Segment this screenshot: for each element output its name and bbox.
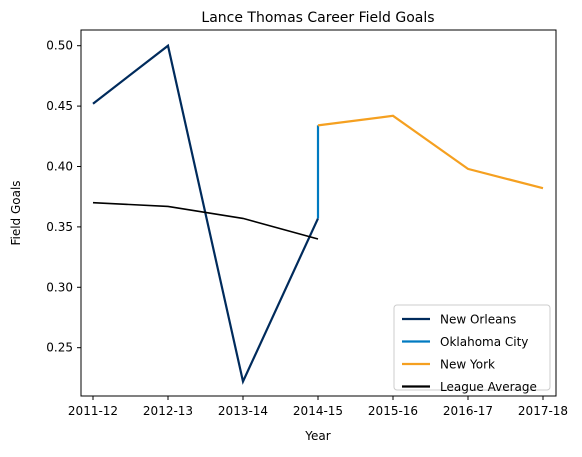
x-axis-label: Year [304, 429, 330, 443]
x-tick-label: 2016-17 [443, 404, 493, 418]
series-line-new-orleans [92, 43, 319, 385]
y-tick-label: 0.45 [46, 99, 73, 113]
legend-label: Oklahoma City [440, 335, 528, 349]
y-tick-label: 0.50 [46, 39, 73, 53]
legend-label: New York [440, 358, 495, 372]
y-tick-label: 0.25 [46, 341, 73, 355]
series-line-league-average [92, 201, 319, 240]
series-line-new-york [317, 114, 544, 190]
legend-box [393, 304, 551, 391]
legend-label: New Orleans [440, 313, 516, 327]
y-tick-label: 0.35 [46, 220, 73, 234]
x-tick-label: 2013-14 [218, 404, 268, 418]
legend-label: League Average [440, 380, 537, 394]
x-tick-label: 2017-18 [518, 404, 568, 418]
x-tick-label: 2011-12 [68, 404, 118, 418]
x-tick-label: 2014-15 [293, 404, 343, 418]
x-tick-label: 2015-16 [368, 404, 418, 418]
y-tick-label: 0.40 [46, 159, 73, 173]
y-axis-label: Field Goals [9, 180, 23, 245]
chart-title: Lance Thomas Career Field Goals [201, 10, 434, 26]
legend: New Orleans Oklahoma City New York League A… [393, 304, 551, 394]
y-tick-label: 0.30 [46, 280, 73, 294]
x-tick-label: 2012-13 [143, 404, 193, 418]
